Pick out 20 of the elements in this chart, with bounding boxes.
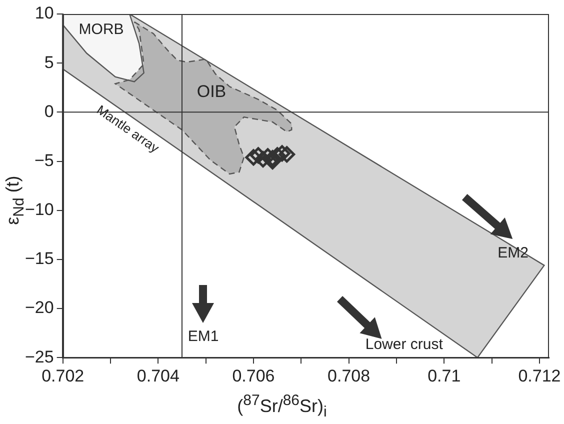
annotation: Lower crust: [365, 336, 444, 354]
x-axis-title: ($^{87}$Sr/$^{86}$Sr)$_{i}$: [236, 392, 328, 421]
y-tick-label: −25: [24, 347, 54, 366]
y-tick-label: −10: [24, 200, 54, 220]
x-tick-label: 0.712: [518, 366, 561, 386]
x-tick-label: 0.708: [328, 366, 370, 386]
y-tick-label: −5: [34, 150, 54, 170]
x-tick-label: 0.704: [136, 366, 180, 386]
y-tick-label: 0: [44, 102, 54, 121]
annotation: EM2: [498, 244, 528, 262]
x-tick-label: 0.706: [232, 366, 275, 386]
y-tick-label: 10: [34, 4, 54, 23]
y-tick-label: 5: [44, 52, 54, 72]
x-tick-label: 0.71: [428, 366, 461, 386]
x-tick-label: 0.702: [42, 366, 84, 386]
series-label: OIB: [196, 82, 226, 101]
y-tick-label: −15: [24, 249, 54, 268]
y-tick-label: −20: [24, 298, 54, 318]
annotation: EM1: [188, 328, 219, 346]
series-label: MORB: [78, 20, 124, 38]
